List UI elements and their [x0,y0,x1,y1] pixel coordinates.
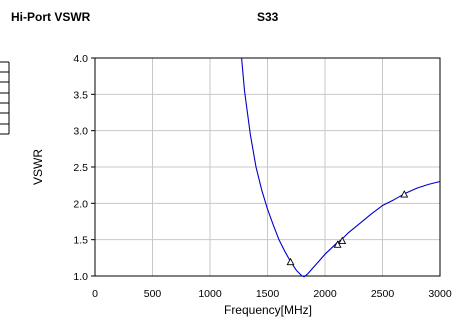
x-tick-label: 2000 [313,288,337,300]
triangle-marker [333,240,342,248]
y-axis-label: VSWR [31,149,45,185]
marker-group [286,190,409,266]
triangle-marker [400,190,409,198]
y-tick-label: 3.5 [73,89,88,101]
x-tick-label: 2500 [371,288,395,300]
x-tick-label: 0 [92,288,98,300]
x-tick-label: 1500 [256,288,280,300]
grid-lines [95,58,440,276]
y-tick-label: 1.5 [73,235,88,247]
y-axis-ticks: 1.0 1.5 2.0 2.5 3.0 3.5 4.0 [73,53,95,283]
chart-title: S33 [257,10,279,24]
y-tick-label: 2.5 [73,162,88,174]
x-axis-label: Frequency[MHz] [224,303,312,317]
x-tick-label: 500 [144,288,162,300]
x-tick-label: 1000 [198,288,222,300]
y-tick-label: 4.0 [73,53,88,65]
series-line [241,57,441,278]
y-tick-label: 2.0 [73,198,88,210]
triangle-marker [286,257,295,266]
chart-header-left: Hi-Port VSWR [11,10,91,24]
legend-fragment [0,61,10,135]
y-tick-label: 1.0 [73,271,88,283]
series-group [241,57,441,278]
x-tick-label: 3000 [428,288,452,300]
y-tick-label: 3.0 [73,126,88,138]
triangle-marker [338,236,347,245]
x-axis-ticks: 0 500 1000 1500 2000 2500 3000 [92,288,452,300]
